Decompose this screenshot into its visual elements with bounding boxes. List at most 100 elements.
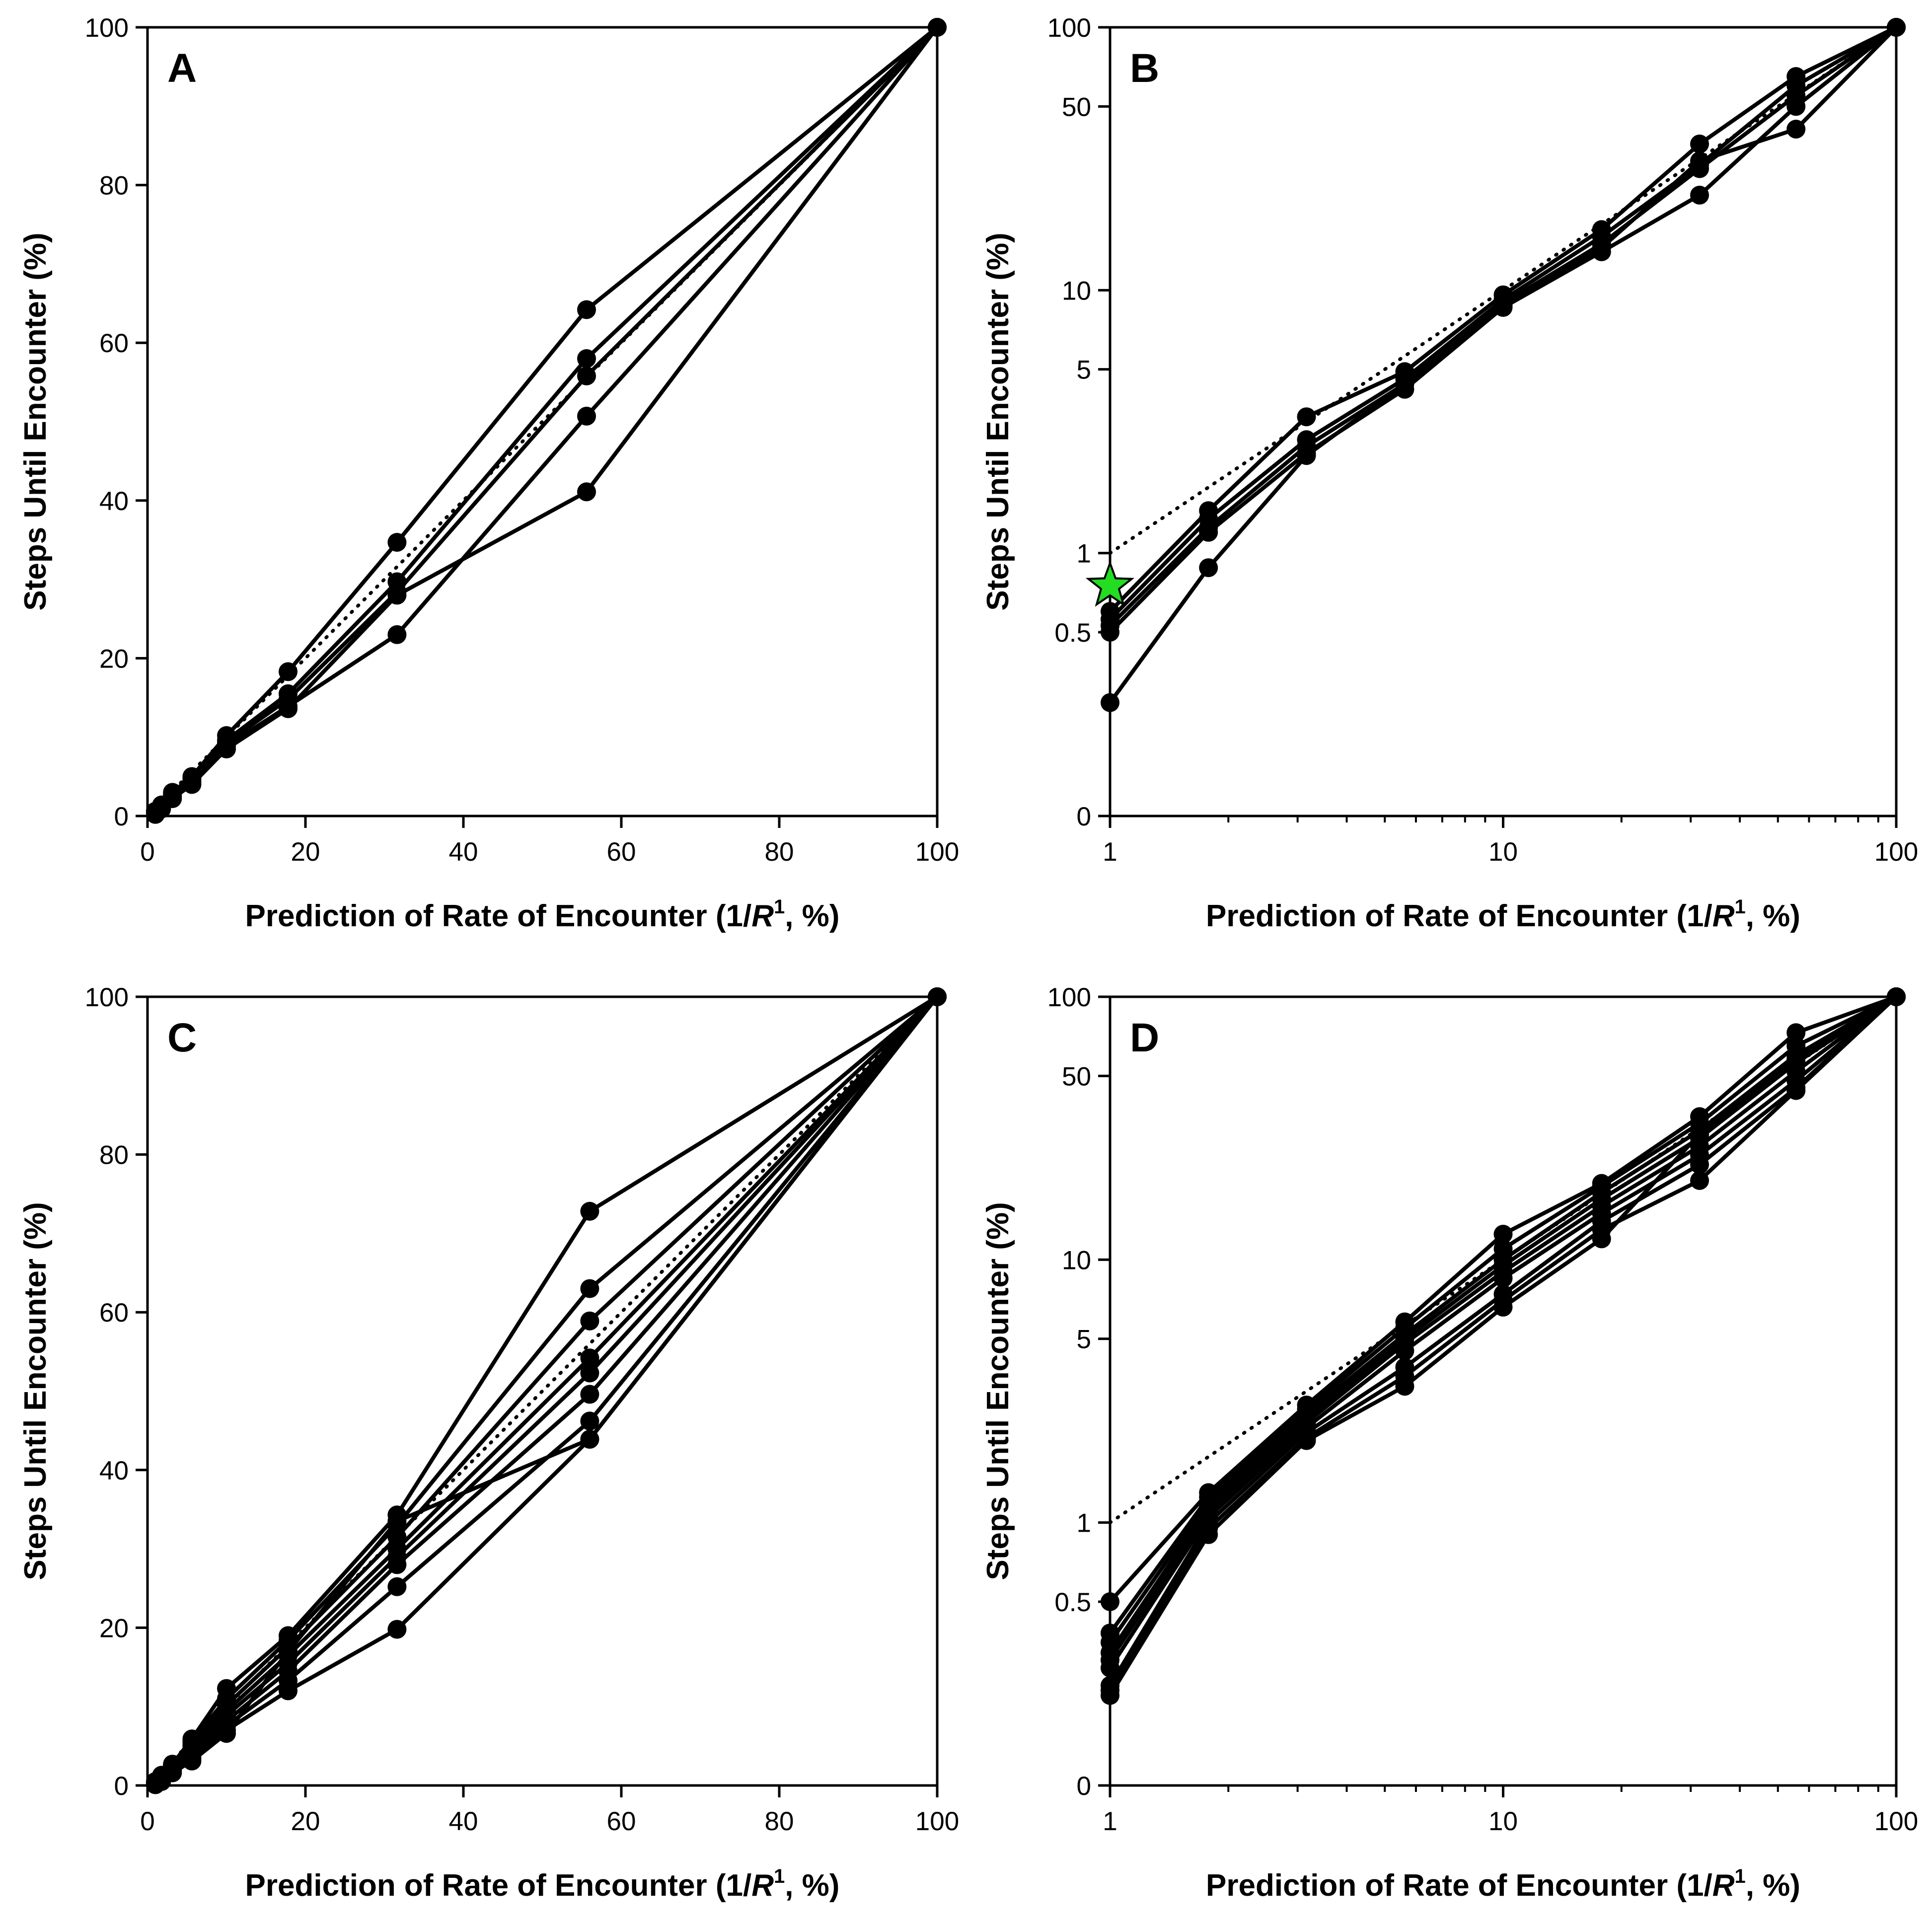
x-tick-label: 0 [140,837,154,867]
panel-b: 1 10 100 0 0.5 1 5 10 50 100 Prediction of Rate of… [981,13,1918,933]
data-point-a4 [577,406,596,426]
x-axis-title: Prediction of Rate of Encounter (1/R1, %… [245,1865,840,1903]
x-tick-label: 10 [1488,837,1518,867]
y-tick-label: 5 [1077,356,1091,385]
series-line-d7 [1108,995,1898,1687]
y-tick-label: 60 [99,329,129,358]
panel-a: 0 20 40 60 80 100 0 20 40 60 80 100 Prediction of Ra… [18,13,959,933]
x-tick-label: 10 [1488,1807,1518,1836]
y-axis-title: Steps Until Encounter (%) [18,1202,53,1580]
y-tick-label: 0 [114,802,129,831]
x-axis-title-variable: R [1712,1868,1735,1903]
x-axis-title-superscript: 1 [774,896,785,918]
x-axis-title: Prediction of Rate of Encounter (1/R1, %… [245,896,840,933]
data-point-b5 [1690,151,1709,171]
x-tick-label: 100 [915,1807,959,1836]
series-line-d6 [1108,995,1898,1669]
data-point-d9 [1786,1049,1806,1069]
data-point-c8 [279,1681,297,1701]
data-point-a5 [928,18,947,37]
plot-frame [1109,995,1898,1787]
y-axis-title: Steps Until Encounter (%) [981,232,1015,610]
data-point-b5 [1786,120,1806,139]
data-point-b1 [1690,134,1709,153]
y-axis-title: Steps Until Encounter (%) [981,1202,1015,1580]
y-tick-label: 60 [99,1298,129,1328]
x-tick-label: 80 [765,837,794,867]
data-point-a4 [387,625,407,644]
y-tick-label: 40 [99,1456,129,1485]
x-tick-label: 60 [607,837,636,867]
y-tick-label: 1 [1077,539,1091,569]
data-point-c9 [217,1724,236,1743]
series-line-b5 [1108,26,1898,704]
x-axis-title-suffix: , %) [785,1868,839,1903]
data-point-b4 [1101,623,1119,642]
data-point-c9 [182,1751,202,1771]
data-point-c5 [580,1363,599,1383]
data-point-a5 [387,586,407,605]
x-axis-title: Prediction of Rate of Encounter (1/R1, %… [1206,896,1800,933]
y-tick-label: 100 [85,13,129,43]
y-tick-label: 100 [85,983,129,1012]
data-point-d9 [1592,1229,1611,1249]
data-point-c9 [163,1763,182,1782]
x-tick-label: 100 [915,837,959,867]
data-point-b5 [1395,374,1414,394]
y-tick-label: 20 [99,1614,129,1643]
data-point-a1 [387,533,407,552]
y-axis-title: Steps Until Encounter (%) [18,232,53,610]
data-point-c9 [387,1512,407,1531]
x-axis-title: Prediction of Rate of Encounter (1/R1, %… [1206,1865,1800,1903]
data-point-b4 [1690,185,1709,205]
data-point-c9 [580,1429,599,1449]
panel-label: B [1130,46,1159,91]
series-line-b2 [1109,25,1898,621]
x-axis-title-superscript: 1 [774,1865,785,1887]
y-tick-label: 80 [99,1141,129,1170]
data-point-d1 [1493,1225,1513,1244]
data-point-d9 [1199,1525,1218,1544]
y-tick-label: 0 [1077,1772,1091,1801]
x-axis-title-superscript: 1 [1734,1865,1745,1887]
data-point-a5 [163,789,182,809]
x-axis-title-suffix: , %) [785,899,839,933]
data-point-a2 [577,349,596,368]
y-tick-label: 50 [1062,92,1091,122]
data-point-d6 [1493,1268,1513,1288]
data-point-d9 [1690,1124,1709,1144]
data-point-b5 [1493,295,1513,314]
y-tick-label: 0.5 [1054,618,1091,648]
x-axis-title-superscript: 1 [1734,896,1745,918]
panel-label: C [167,1015,197,1060]
data-point-d6 [1101,1658,1119,1678]
data-point-b4 [1786,97,1806,116]
x-tick-label: 100 [1874,837,1918,867]
y-tick-label: 0 [1077,802,1091,831]
y-tick-label: 80 [99,171,129,201]
x-tick-label: 1 [1103,837,1117,867]
data-point-d9 [1101,1686,1119,1705]
identity-reference-line [153,995,939,1780]
plot-frame [146,26,939,817]
data-point-d6 [1395,1341,1414,1360]
data-point-d8 [1786,1081,1806,1100]
data-point-a5 [182,775,202,794]
y-tick-label: 20 [99,644,129,673]
data-point-b5 [1199,558,1218,578]
y-tick-label: 0.5 [1054,1588,1091,1617]
panel-c: 0 20 40 60 80 100 0 20 40 60 80 100 Prediction of Ra… [18,983,959,1903]
data-point-a5 [279,699,297,718]
data-point-a1 [577,300,596,319]
data-point-c2 [580,1279,599,1298]
x-axis-title-variable: R [751,1868,774,1903]
x-axis-title-variable: R [751,899,774,933]
series-line-b3 [1109,25,1898,627]
data-point-d9 [1887,987,1906,1006]
x-axis-title-text: Prediction of Rate of Encounter (1/ [245,899,752,933]
data-point-a3 [577,366,596,385]
data-point-c9 [279,1642,297,1661]
panel-label: A [167,46,197,91]
y-tick-label: 1 [1077,1509,1091,1538]
